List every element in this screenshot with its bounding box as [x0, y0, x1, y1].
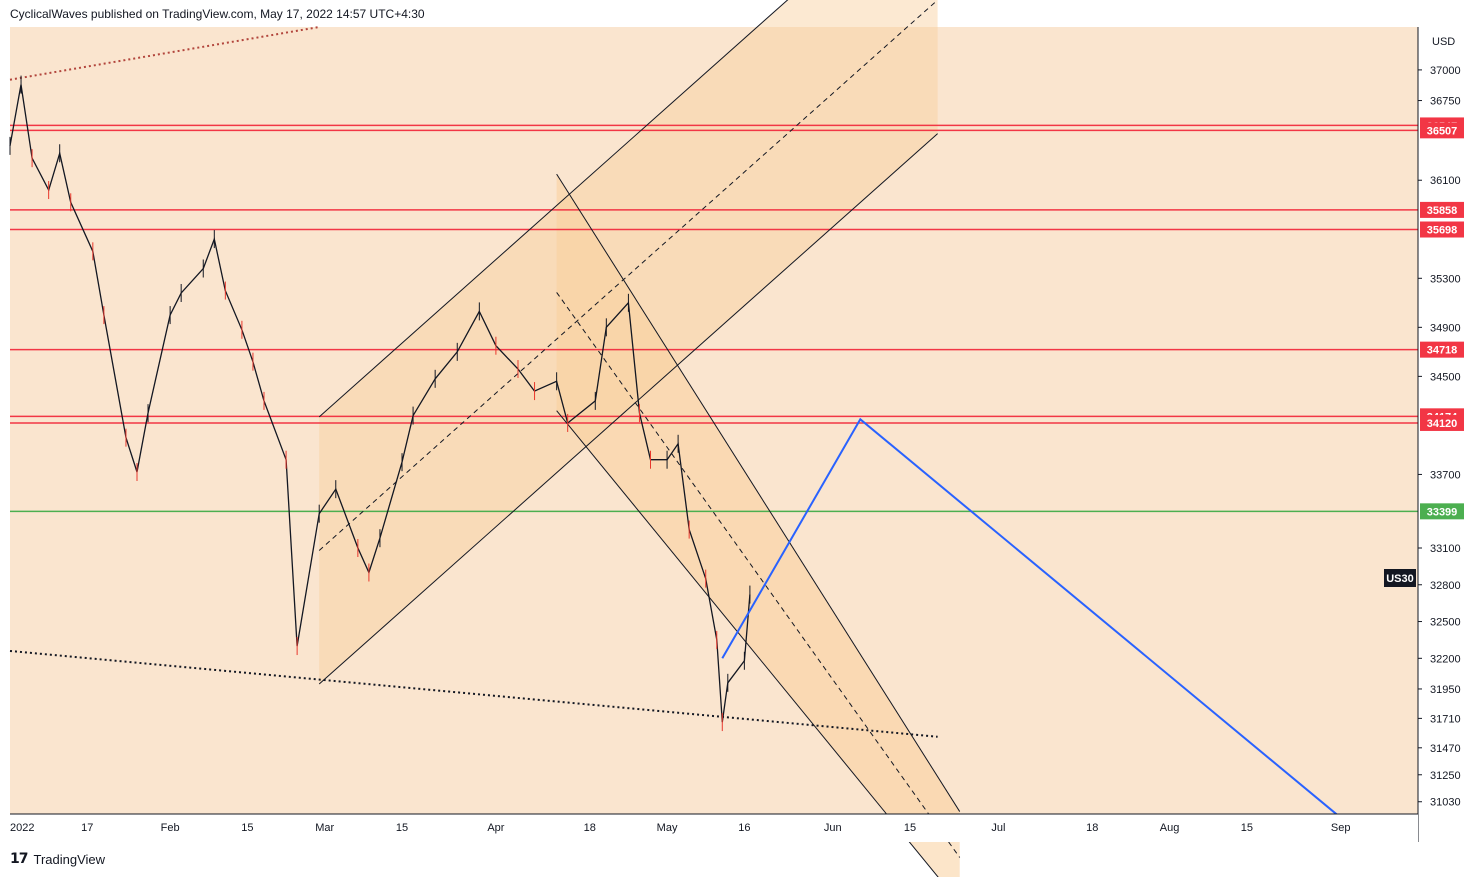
level-badge-label: 35698 — [1427, 225, 1458, 237]
time-axis-panel — [10, 814, 1418, 842]
currency-label: USD — [1432, 36, 1455, 48]
level-badge-label: 36507 — [1427, 125, 1458, 137]
time-tick-label: 18 — [584, 822, 596, 834]
tradingview-brand: TradingView — [33, 851, 106, 867]
price-series — [9, 75, 751, 732]
level-badge-34120 — [1420, 414, 1464, 431]
time-axis[interactable]: 2022 17 Feb 15 Mar 15 Apr 18 May 16 Jun 15 Jul 18 Aug 1… — [10, 813, 1418, 842]
time-tick-label: 15 — [1241, 822, 1253, 834]
price-tick-label: 31950 — [1430, 684, 1461, 696]
tradingview-footer[interactable]: 17 TradingView — [10, 844, 105, 874]
time-tick-label: Mar — [315, 822, 334, 834]
level-badge-34718 — [1420, 341, 1464, 358]
time-tick-label: 15 — [241, 822, 253, 834]
projection-path — [721, 417, 1342, 819]
price-tick-label: 32500 — [1430, 617, 1461, 629]
time-tick-label: 15 — [396, 822, 408, 834]
time-tick-label: 16 — [738, 822, 750, 834]
falling-channel-upper — [556, 173, 961, 812]
price-tick-label: 33700 — [1430, 469, 1461, 481]
price-tick-label: 32200 — [1430, 653, 1461, 665]
price-tick-label: 36100 — [1430, 175, 1461, 187]
time-tick-label: Apr — [487, 822, 504, 834]
rising-channel-lower — [318, 133, 938, 685]
level-badge-label: 33399 — [1427, 506, 1458, 518]
level-badge-label: 35858 — [1427, 205, 1458, 217]
time-tick-label: May — [657, 822, 678, 834]
time-tick-label: Sep — [1331, 822, 1351, 834]
price-tick-label: 31030 — [1430, 797, 1461, 809]
symbol-badge-label: US30 — [1386, 573, 1414, 585]
price-tick-label: 37000 — [1430, 65, 1461, 77]
time-tick-label: Feb — [161, 822, 180, 834]
publish-header: CyclicalWaves published on TradingView.c… — [10, 7, 425, 21]
price-tick-label: 31250 — [1430, 770, 1461, 782]
time-tick-label: Jul — [991, 822, 1005, 834]
price-tick-label: 31710 — [1430, 713, 1461, 725]
level-badge-label: 34120 — [1427, 418, 1458, 430]
falling-channel-median — [556, 292, 961, 858]
symbol-badge — [1384, 569, 1416, 587]
time-tick-label: Jun — [824, 822, 842, 834]
level-badge-label: 34718 — [1427, 345, 1458, 357]
price-tick-label: 35300 — [1430, 273, 1461, 285]
price-tick-label: 34500 — [1430, 371, 1461, 383]
rising-channel-median — [318, 0, 938, 551]
time-tick-label: 15 — [904, 822, 916, 834]
price-tick-label: 33100 — [1430, 543, 1461, 555]
level-badge-36507 — [1420, 122, 1464, 139]
price-tick-label: 36750 — [1430, 96, 1461, 108]
level-badges: 3654736507358583569834718341743412033399… — [1384, 117, 1464, 587]
plot-background — [10, 27, 1418, 814]
time-tick-label: 17 — [81, 822, 93, 834]
rising-channel-upper — [318, 0, 789, 418]
projection-line — [721, 417, 1342, 819]
level-badge-35698 — [1420, 221, 1464, 238]
tradingview-logo-icon: 17 — [10, 851, 29, 867]
level-badge-33399 — [1420, 503, 1464, 520]
level-badge-35858 — [1420, 201, 1464, 218]
support-dotted-line — [9, 649, 938, 738]
time-tick-label: 18 — [1086, 822, 1098, 834]
price-line — [9, 84, 751, 723]
price-tick-label: 32800 — [1430, 580, 1461, 592]
drawing-layer — [9, 0, 961, 877]
price-tick-label: 31470 — [1430, 743, 1461, 755]
time-tick-label: Aug — [1160, 822, 1180, 834]
price-axis[interactable]: 37000 36750 36100 35300 34900 34500 33700 33100… — [1417, 27, 1470, 842]
resistance-dotted-line — [9, 26, 320, 81]
time-tick-label: 2022 — [10, 822, 34, 834]
price-tick-label: 34900 — [1430, 322, 1461, 334]
